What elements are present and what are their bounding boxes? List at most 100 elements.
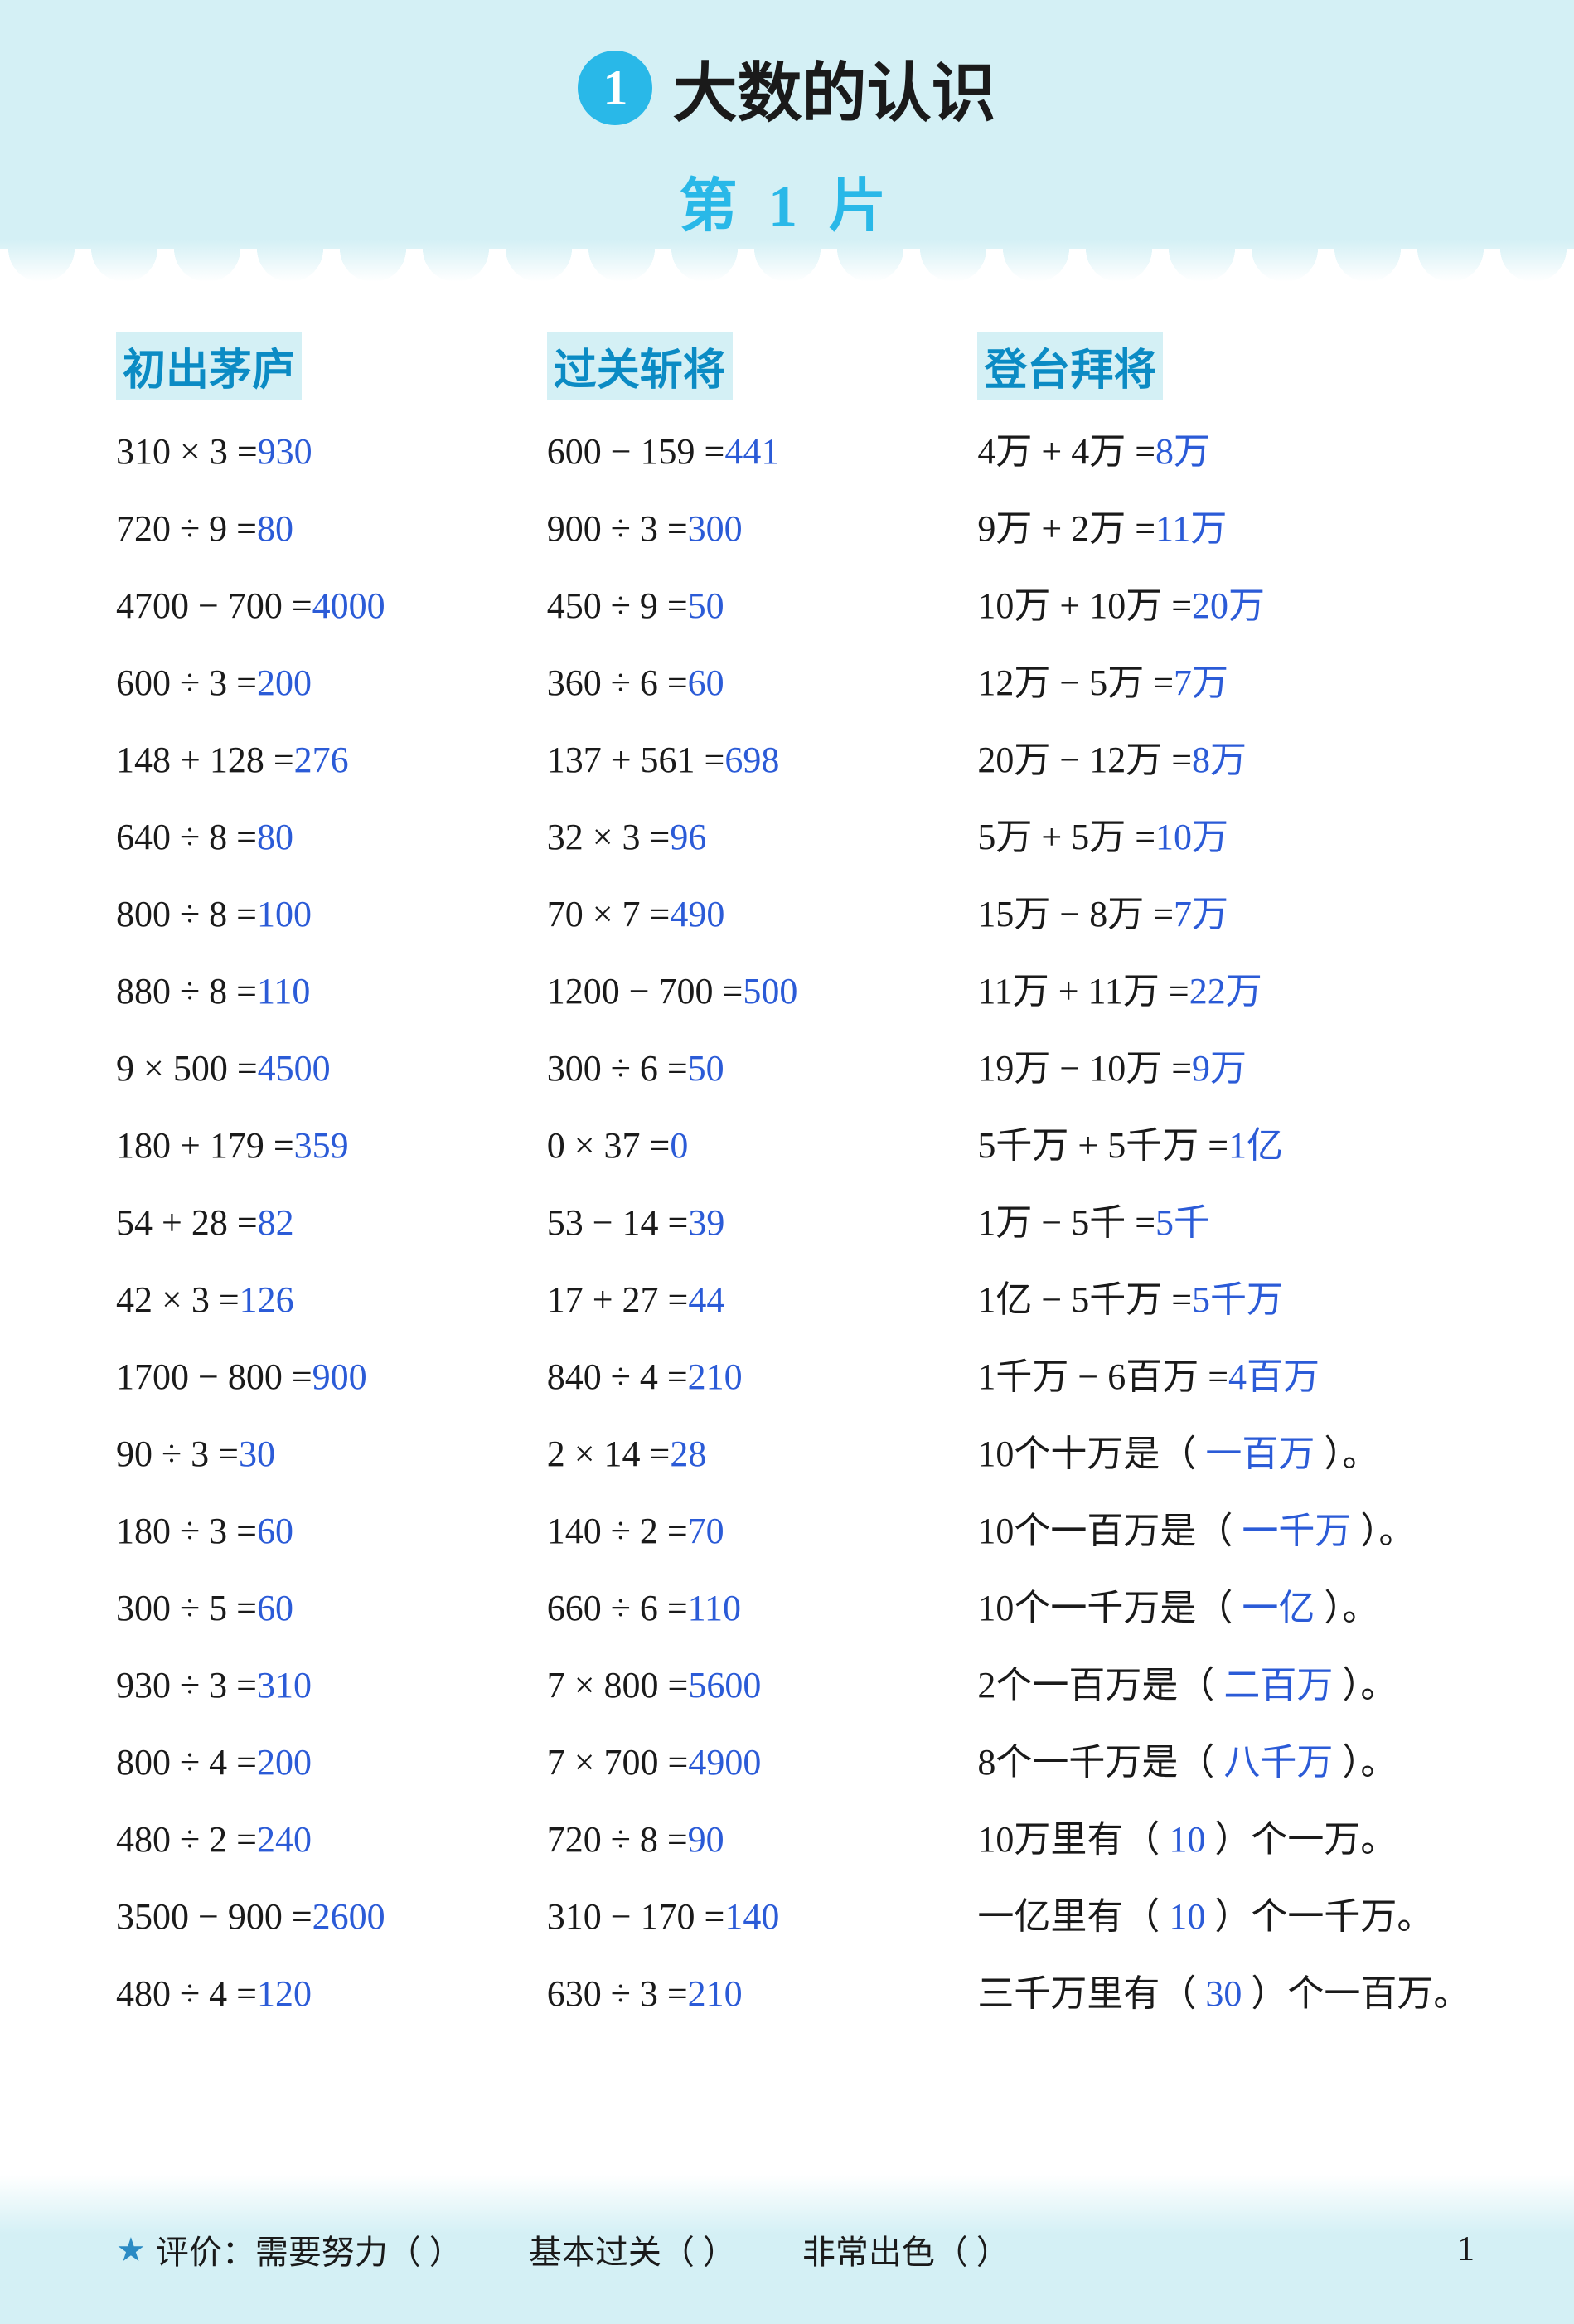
answer-text: 90 (688, 1819, 724, 1860)
question-text: 360 ÷ 6 = (547, 662, 688, 703)
question-text: 310 − 170 = (547, 1896, 725, 1937)
question-text: 310 × 3 = (116, 431, 258, 472)
question-text: 15万 − 8万 = (977, 894, 1174, 934)
answer-text: 930 (258, 431, 312, 472)
question-text: 1700 − 800 = (116, 1356, 312, 1397)
fill-row: 三千万里有（ 30 ）个一百万。 (977, 1976, 1475, 2012)
equation-row: 4万 + 4万 =8万 (977, 434, 1475, 470)
equation-row: 2 × 14 =28 (547, 1436, 945, 1473)
answer-text: 5千 (1155, 1202, 1210, 1243)
answer-text: 7万 (1174, 894, 1228, 934)
answer-text: 240 (257, 1819, 312, 1860)
fill-post: ）个一千万。 (1214, 1896, 1433, 1937)
question-text: 480 ÷ 2 = (116, 1819, 257, 1860)
fill-post: ）。 (1360, 1511, 1415, 1551)
question-text: 0 × 37 = (547, 1125, 671, 1166)
question-text: 640 ÷ 8 = (116, 817, 257, 857)
question-text: 800 ÷ 8 = (116, 894, 257, 934)
fill-pre: 8个一千万是（ (977, 1742, 1214, 1783)
question-text: 900 ÷ 3 = (547, 508, 688, 549)
answer-text: 60 (688, 662, 724, 703)
answer-text: 39 (688, 1202, 724, 1243)
chapter-subtitle: 第 1 片 (0, 159, 1574, 243)
equation-row: 630 ÷ 3 =210 (547, 1976, 945, 2012)
equation-row: 90 ÷ 3 =30 (116, 1436, 514, 1473)
question-text: 600 − 159 = (547, 431, 725, 472)
answer-text: 276 (294, 740, 349, 780)
answer-text: 500 (743, 971, 797, 1012)
col1-header: 初出茅庐 (116, 332, 302, 400)
answer-text: 100 (257, 894, 312, 934)
question-text: 630 ÷ 3 = (547, 1973, 688, 2014)
equation-row: 15万 − 8万 =7万 (977, 896, 1475, 933)
answer-text: 900 (312, 1356, 367, 1397)
answer-text: 0 (670, 1125, 688, 1166)
equation-row: 180 ÷ 3 =60 (116, 1513, 514, 1550)
answer-text: 10 (1160, 1819, 1214, 1860)
equation-row: 800 ÷ 8 =100 (116, 896, 514, 933)
answer-text: 4900 (688, 1742, 761, 1783)
question-text: 180 ÷ 3 = (116, 1511, 257, 1551)
answer-text: 359 (294, 1125, 349, 1166)
question-text: 930 ÷ 3 = (116, 1665, 257, 1705)
question-text: 600 ÷ 3 = (116, 662, 257, 703)
answer-text: 310 (257, 1665, 312, 1705)
equation-row: 1万 − 5千 =5千 (977, 1205, 1475, 1241)
col3-rows: 4万 + 4万 =8万9万 + 2万 =11万10万 + 10万 =20万12万… (977, 434, 1475, 2012)
equation-row: 300 ÷ 6 =50 (547, 1050, 945, 1087)
question-text: 300 ÷ 6 = (547, 1048, 688, 1089)
equation-row: 148 + 128 =276 (116, 742, 514, 779)
col3-header: 登台拜将 (977, 332, 1163, 400)
answer-text: 441 (724, 431, 779, 472)
question-text: 9万 + 2万 = (977, 508, 1155, 549)
question-text: 840 ÷ 4 = (547, 1356, 688, 1397)
answer-text: 30 (1196, 1973, 1251, 2014)
answer-text: 8万 (1192, 740, 1247, 780)
question-text: 5万 + 5万 = (977, 817, 1155, 857)
question-text: 4700 − 700 = (116, 585, 312, 626)
equation-row: 32 × 3 =96 (547, 819, 945, 856)
equation-row: 640 ÷ 8 =80 (116, 819, 514, 856)
answer-text: 82 (258, 1202, 294, 1243)
fill-row: 10万里有（ 10 ）个一万。 (977, 1822, 1475, 1858)
answer-text: 110 (257, 971, 310, 1012)
answer-text: 50 (688, 585, 724, 626)
equation-row: 900 ÷ 3 =300 (547, 511, 945, 547)
answer-text: 22万 (1189, 971, 1262, 1012)
equation-row: 300 ÷ 5 =60 (116, 1590, 514, 1627)
equation-row: 1千万 − 6百万 =4百万 (977, 1359, 1475, 1395)
answer-text: 八千万 (1214, 1742, 1342, 1783)
equation-row: 880 ÷ 8 =110 (116, 973, 514, 1010)
question-text: 7 × 800 = (547, 1665, 689, 1705)
answer-text: 80 (257, 817, 293, 857)
equation-row: 20万 − 12万 =8万 (977, 742, 1475, 779)
fill-post: ）。 (1342, 1742, 1397, 1783)
answer-text: 50 (688, 1048, 724, 1089)
equation-row: 480 ÷ 4 =120 (116, 1976, 514, 2012)
question-text: 720 ÷ 9 = (116, 508, 257, 549)
fill-row: 10个一百万是（ 一千万 ）。 (977, 1513, 1475, 1550)
answer-text: 5千万 (1192, 1279, 1283, 1320)
answer-text: 200 (257, 662, 312, 703)
equation-row: 840 ÷ 4 =210 (547, 1359, 945, 1395)
question-text: 140 ÷ 2 = (547, 1511, 688, 1551)
footer-item: 非常出色（ ） (802, 2234, 1010, 2271)
equation-row: 450 ÷ 9 =50 (547, 588, 945, 624)
equation-row: 1200 − 700 =500 (547, 973, 945, 1010)
equation-row: 660 ÷ 6 =110 (547, 1590, 945, 1627)
question-text: 1亿 − 5千万 = (977, 1279, 1192, 1320)
answer-text: 210 (688, 1356, 743, 1397)
answer-text: 5600 (688, 1665, 761, 1705)
equation-row: 480 ÷ 2 =240 (116, 1822, 514, 1858)
question-text: 660 ÷ 6 = (547, 1588, 688, 1628)
answer-text: 10 (1160, 1896, 1214, 1937)
fill-row: 10个一千万是（ 一亿 ）。 (977, 1590, 1475, 1627)
equation-row: 42 × 3 =126 (116, 1282, 514, 1318)
question-text: 180 + 179 = (116, 1125, 294, 1166)
equation-row: 9 × 500 =4500 (116, 1050, 514, 1087)
question-text: 90 ÷ 3 = (116, 1434, 239, 1474)
chapter-line: 1 大数的认识 (0, 41, 1574, 134)
fill-row: 10个十万是（ 一百万 ）。 (977, 1436, 1475, 1473)
equation-row: 17 + 27 =44 (547, 1282, 945, 1318)
question-text: 148 + 128 = (116, 740, 294, 780)
